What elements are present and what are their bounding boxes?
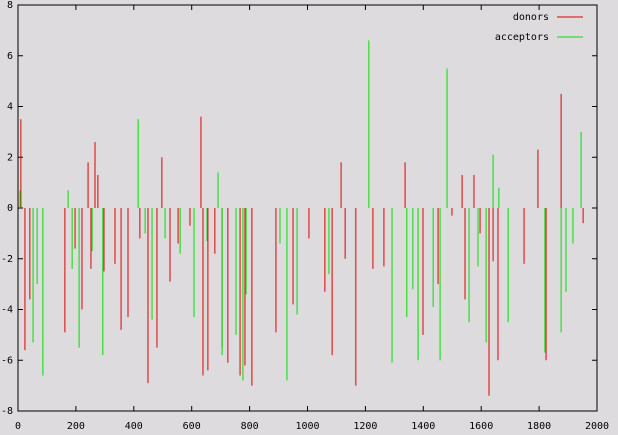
x-tick-label: 200 xyxy=(67,421,85,432)
x-tick-label: 1200 xyxy=(353,421,377,432)
x-tick-label: 0 xyxy=(15,421,21,432)
y-tick-label: 6 xyxy=(7,51,13,62)
y-tick-label: 4 xyxy=(7,102,13,113)
x-tick-label: 1000 xyxy=(295,421,319,432)
x-tick-label: 1400 xyxy=(411,421,435,432)
y-tick-label: 8 xyxy=(7,0,13,11)
legend-label: donors xyxy=(513,12,549,23)
x-tick-label: 800 xyxy=(241,421,259,432)
x-tick-label: 1600 xyxy=(469,421,493,432)
plot-frame xyxy=(17,4,598,412)
x-tick-label: 400 xyxy=(125,421,143,432)
x-tick-label: 600 xyxy=(183,421,201,432)
y-tick-label: -2 xyxy=(1,254,13,265)
y-tick-label: 2 xyxy=(7,152,13,163)
x-tick-label: 1800 xyxy=(527,421,551,432)
y-tick-label: -6 xyxy=(1,355,13,366)
x-tick-label: 2000 xyxy=(585,421,609,432)
y-tick-label: -8 xyxy=(1,406,13,417)
y-tick-label: -4 xyxy=(1,305,13,316)
legend-label: acceptors xyxy=(495,32,549,43)
y-tick-label: 0 xyxy=(7,203,13,214)
